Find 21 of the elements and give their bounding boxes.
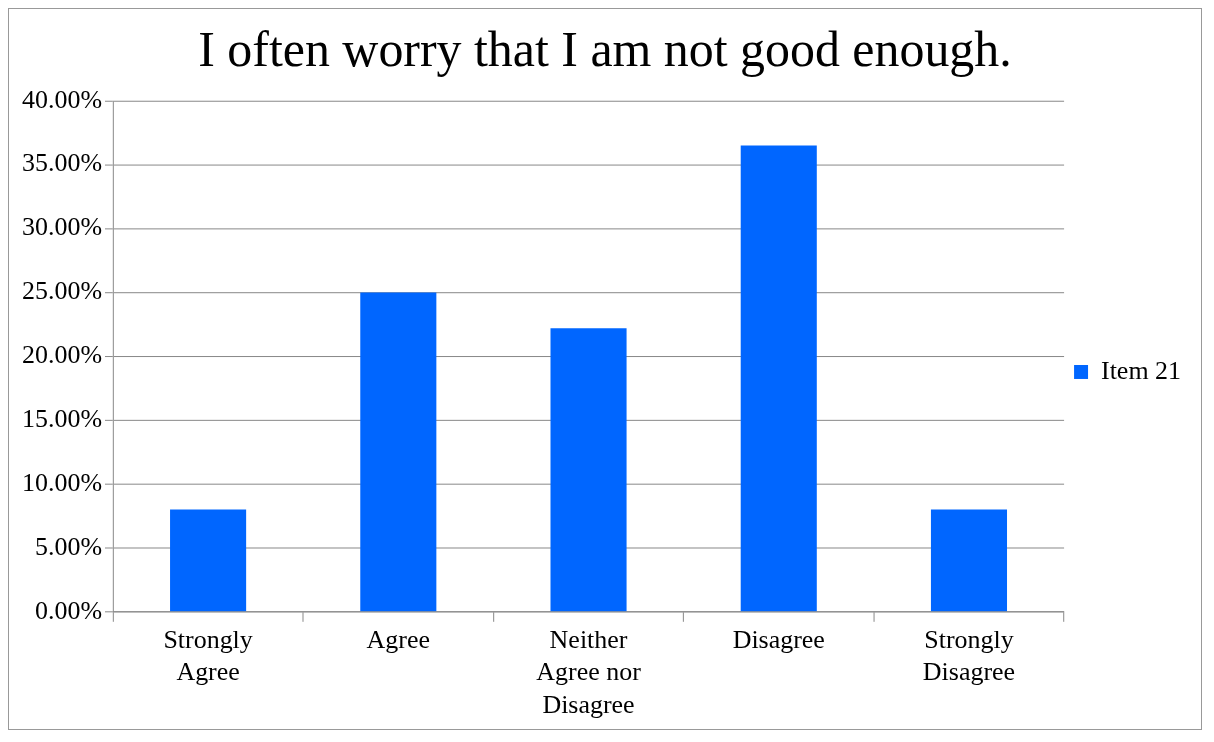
y-tick-label: 40.00% <box>21 84 102 114</box>
y-tick-label: 10.00% <box>21 467 102 497</box>
x-tick-label: Disagree <box>732 624 825 654</box>
y-tick-label: 20.00% <box>21 340 102 370</box>
y-tick-label: 30.00% <box>21 212 102 242</box>
chart-title: I often worry that I am not good enough. <box>198 21 1012 77</box>
y-tick-label: 5.00% <box>34 531 102 561</box>
y-tick-label: 35.00% <box>21 148 102 178</box>
y-tick-label: 25.00% <box>21 276 102 306</box>
x-tick-label: Strongly Disagree <box>922 624 1016 687</box>
bar <box>360 292 437 612</box>
bar <box>550 328 627 612</box>
y-tick-label: 15.00% <box>21 403 102 433</box>
bar <box>740 145 817 612</box>
x-tick-label: Strongly Agree <box>163 624 253 687</box>
legend-label: Item 21 <box>1101 355 1182 385</box>
bar <box>930 509 1008 612</box>
x-tick-label: Neither Agree nor Disagree <box>536 624 642 719</box>
y-tick-label: 0.00% <box>34 595 102 625</box>
bar <box>170 509 247 612</box>
x-tick-label: Agree <box>366 624 431 654</box>
